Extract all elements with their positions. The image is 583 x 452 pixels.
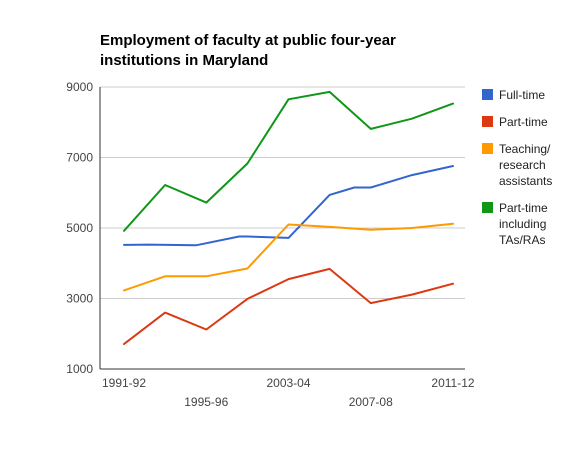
chart-title: Employment of faculty at public four-yea… [100, 32, 396, 69]
legend-swatch [482, 116, 493, 127]
y-tick-label: 1000 [66, 362, 93, 376]
x-tick-label: 2007-08 [349, 395, 393, 409]
legend-swatch [482, 143, 493, 154]
series-line-3 [124, 224, 453, 291]
legend-swatch [482, 202, 493, 213]
legend-swatch [482, 89, 493, 100]
y-tick-labels: 9000 7000 5000 3000 1000 [66, 80, 93, 376]
x-tick-label: 1991-92 [102, 376, 146, 390]
y-tick-label: 9000 [66, 80, 93, 94]
series-line-1 [124, 166, 453, 245]
series-line-2 [124, 269, 453, 344]
y-tick-label: 7000 [66, 151, 93, 165]
x-tick-label: 1995-96 [184, 395, 228, 409]
series-line-4 [124, 92, 453, 231]
x-tick-labels: 1991-92 1995-96 2003-04 2007-08 2011-12 [102, 376, 475, 409]
y-tick-label: 5000 [66, 221, 93, 235]
series-lines [124, 92, 453, 344]
chart-title-line-1: Employment of faculty at public four-yea… [100, 32, 396, 49]
x-tick-label: 2011-12 [431, 376, 474, 390]
legend-label: Full-time [499, 88, 545, 102]
legend-label: Part-time [499, 115, 548, 129]
y-tick-label: 3000 [66, 292, 93, 306]
chart-title-line-2: institutions in Maryland [100, 52, 268, 69]
x-tick-label: 2003-04 [266, 376, 310, 390]
